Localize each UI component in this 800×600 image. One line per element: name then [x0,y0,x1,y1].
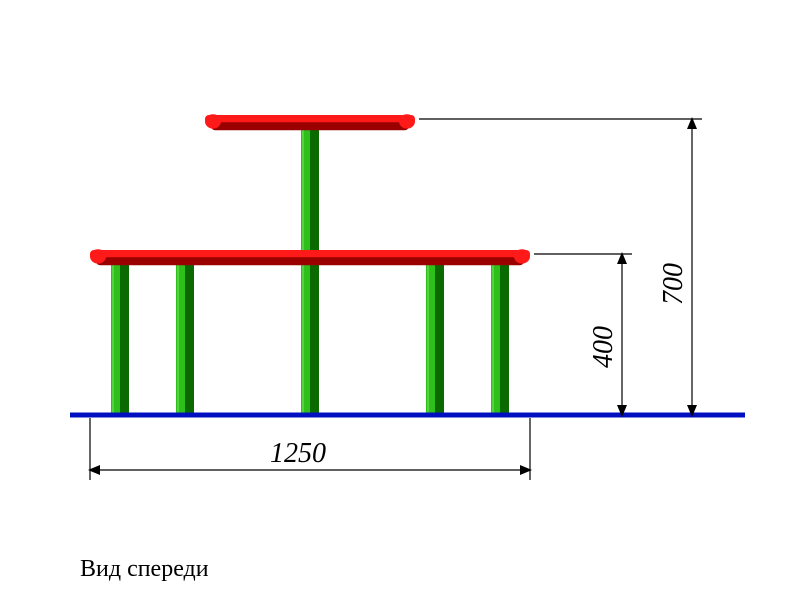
dimension-width-value: 1250 [270,438,326,469]
dimension-height-700-value: 700 [658,263,689,305]
playground-table-front [90,114,530,415]
dimension-height-400-value: 400 [588,326,619,368]
caption-front-view: Вид спереди [80,556,209,583]
